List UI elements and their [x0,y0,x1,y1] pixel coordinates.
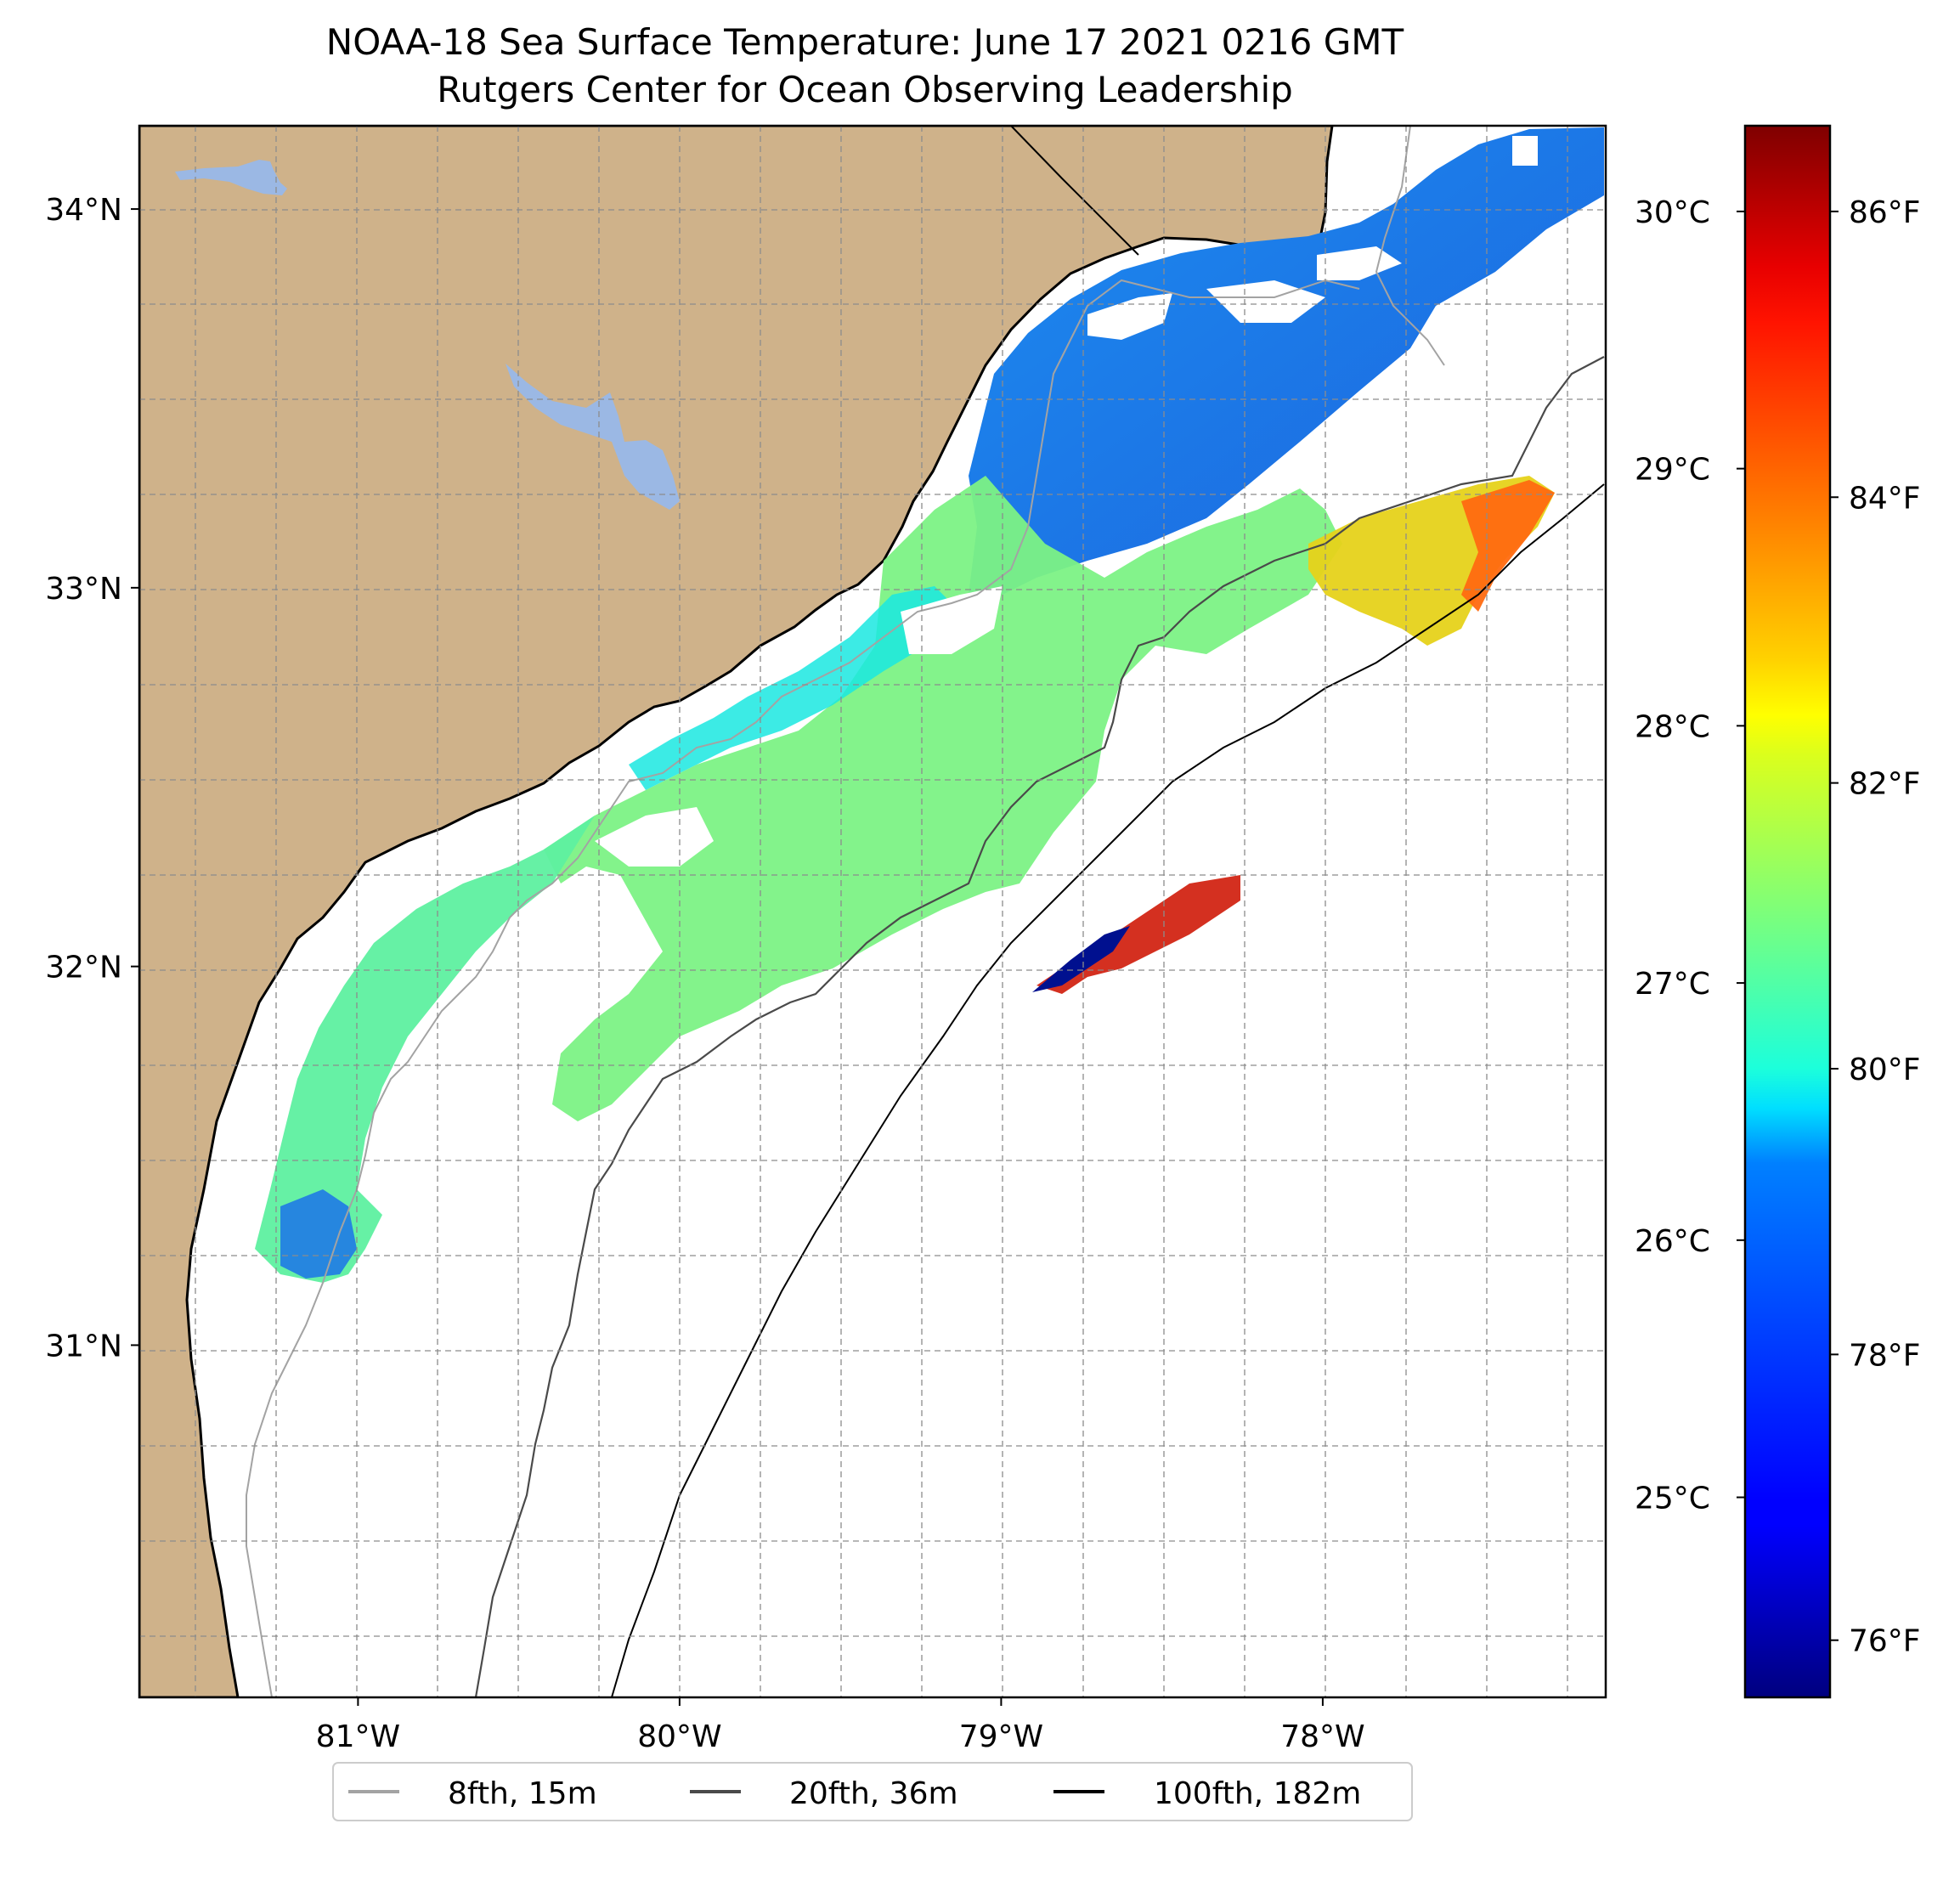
legend-label-20fth: 20fth, 36m [789,1776,958,1811]
isobath-legend: 8fth, 15m 20fth, 36m 100fth, 182m [332,1762,1413,1821]
cloud-gap-8 [1512,136,1538,166]
celsius-tick-label: 27°C [1635,967,1710,1002]
map-frame [138,124,1607,1699]
celsius-tick-label: 25°C [1635,1482,1710,1516]
colorbar [1743,124,1832,1699]
legend-label-8fth: 8fth, 15m [448,1776,597,1811]
lat-tick-label: 32°N [45,951,122,985]
celsius-tick-label: 28°C [1635,709,1710,744]
fahrenheit-tick-label: 78°F [1849,1338,1921,1373]
cloud-gap-2 [1087,293,1172,340]
lon-tick-label: 81°W [316,1719,400,1754]
fahrenheit-tick-label: 86°F [1849,195,1921,230]
colorbar-celsius-axis: 30°C 29°C 28°C 27°C 26°C 25°C [1635,195,1745,1516]
cloud-gap-6 [595,807,714,867]
fahrenheit-tick-label: 84°F [1849,481,1921,516]
lon-tick-label: 79°W [959,1719,1043,1754]
sst-mid-band [544,476,1342,1121]
isobath-100fth [611,483,1605,1697]
chart-title-line1: NOAA-18 Sea Surface Temperature: June 17… [326,21,1404,63]
cloud-gap-7 [493,985,561,1053]
lake-moultrie [506,364,680,510]
sst-offshore-cold [1032,926,1130,992]
celsius-tick-label: 29°C [1635,453,1710,488]
sst-south-band [255,816,595,1283]
latitude-axis: 34°N 33°N 32°N 31°N [45,193,139,1363]
legend-frame [332,1762,1413,1821]
fahrenheit-tick-label: 82°F [1849,767,1921,802]
lat-tick-label: 33°N [45,572,122,607]
lat-tick-label: 31°N [45,1329,122,1363]
sst-south-blue-patch [280,1189,357,1279]
fahrenheit-tick-label: 80°F [1849,1053,1921,1087]
isobath-8fth [246,126,1445,1697]
celsius-tick-label: 30°C [1635,195,1710,230]
lat-tick-label: 34°N [45,193,122,228]
colorbar-fahrenheit-axis: 86°F 84°F 82°F 80°F 78°F 76°F [1830,195,1921,1659]
lake-marion [175,160,287,195]
gridlines [139,126,1606,1697]
celsius-tick-label: 26°C [1635,1224,1710,1259]
sst-cyan-band [629,586,960,790]
fahrenheit-tick-label: 76°F [1849,1624,1921,1659]
lon-tick-label: 80°W [637,1719,721,1754]
chart-title-line2: Rutgers Center for Ocean Observing Leade… [437,69,1293,110]
longitude-axis: 81°W 80°W 79°W 78°W [316,1697,1365,1754]
sst-cool-band [969,127,1604,595]
lon-tick-label: 78°W [1280,1719,1364,1754]
cloud-gap-4 [901,586,1003,654]
state-border [1010,126,1139,256]
sst-hot-ne-edge [1461,480,1555,612]
cloud-gap-5 [1385,365,1470,425]
map-panel [139,126,1606,1697]
isobath-20fth [474,356,1605,1697]
legend-label-100fth: 100fth, 182m [1154,1776,1361,1811]
